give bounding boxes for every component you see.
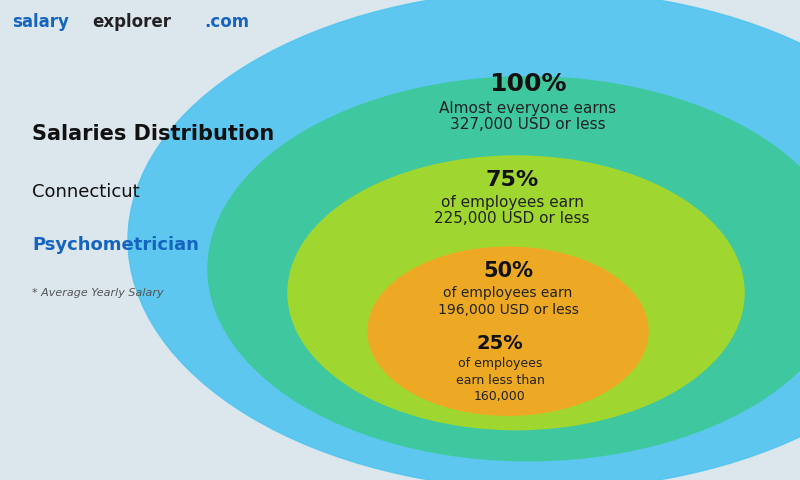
Text: of employees earn: of employees earn [443,286,573,300]
Text: Psychometrician: Psychometrician [32,236,199,254]
Text: Salaries Distribution: Salaries Distribution [32,124,274,144]
Text: 160,000: 160,000 [474,390,526,403]
Circle shape [368,247,648,415]
Text: 50%: 50% [483,261,533,281]
Circle shape [128,0,800,480]
Text: Connecticut: Connecticut [32,183,140,201]
Text: Almost everyone earns: Almost everyone earns [439,100,617,116]
Text: 196,000 USD or less: 196,000 USD or less [438,302,578,317]
Text: 225,000 USD or less: 225,000 USD or less [434,211,590,226]
Text: .com: .com [204,12,249,31]
Text: 327,000 USD or less: 327,000 USD or less [450,117,606,132]
Text: earn less than: earn less than [455,373,545,387]
Text: 100%: 100% [490,72,566,96]
Text: salary: salary [12,12,69,31]
Text: 75%: 75% [486,170,538,190]
Circle shape [288,156,744,430]
Text: of employees earn: of employees earn [441,195,583,210]
Text: 25%: 25% [477,334,523,353]
Circle shape [208,77,800,461]
Text: * Average Yearly Salary: * Average Yearly Salary [32,288,164,298]
Text: explorer: explorer [92,12,171,31]
Text: of employees: of employees [458,357,542,371]
